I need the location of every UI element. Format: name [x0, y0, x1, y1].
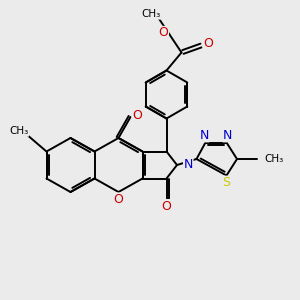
Text: CH₃: CH₃ — [9, 126, 28, 136]
Text: N: N — [223, 129, 232, 142]
Text: N: N — [184, 158, 193, 172]
Text: O: O — [162, 200, 171, 213]
Text: CH₃: CH₃ — [264, 154, 284, 164]
Text: S: S — [223, 176, 230, 189]
Text: O: O — [203, 37, 213, 50]
Text: CH₃: CH₃ — [141, 9, 160, 19]
Text: O: O — [114, 193, 123, 206]
Text: O: O — [132, 109, 142, 122]
Text: N: N — [200, 129, 209, 142]
Text: O: O — [159, 26, 168, 40]
